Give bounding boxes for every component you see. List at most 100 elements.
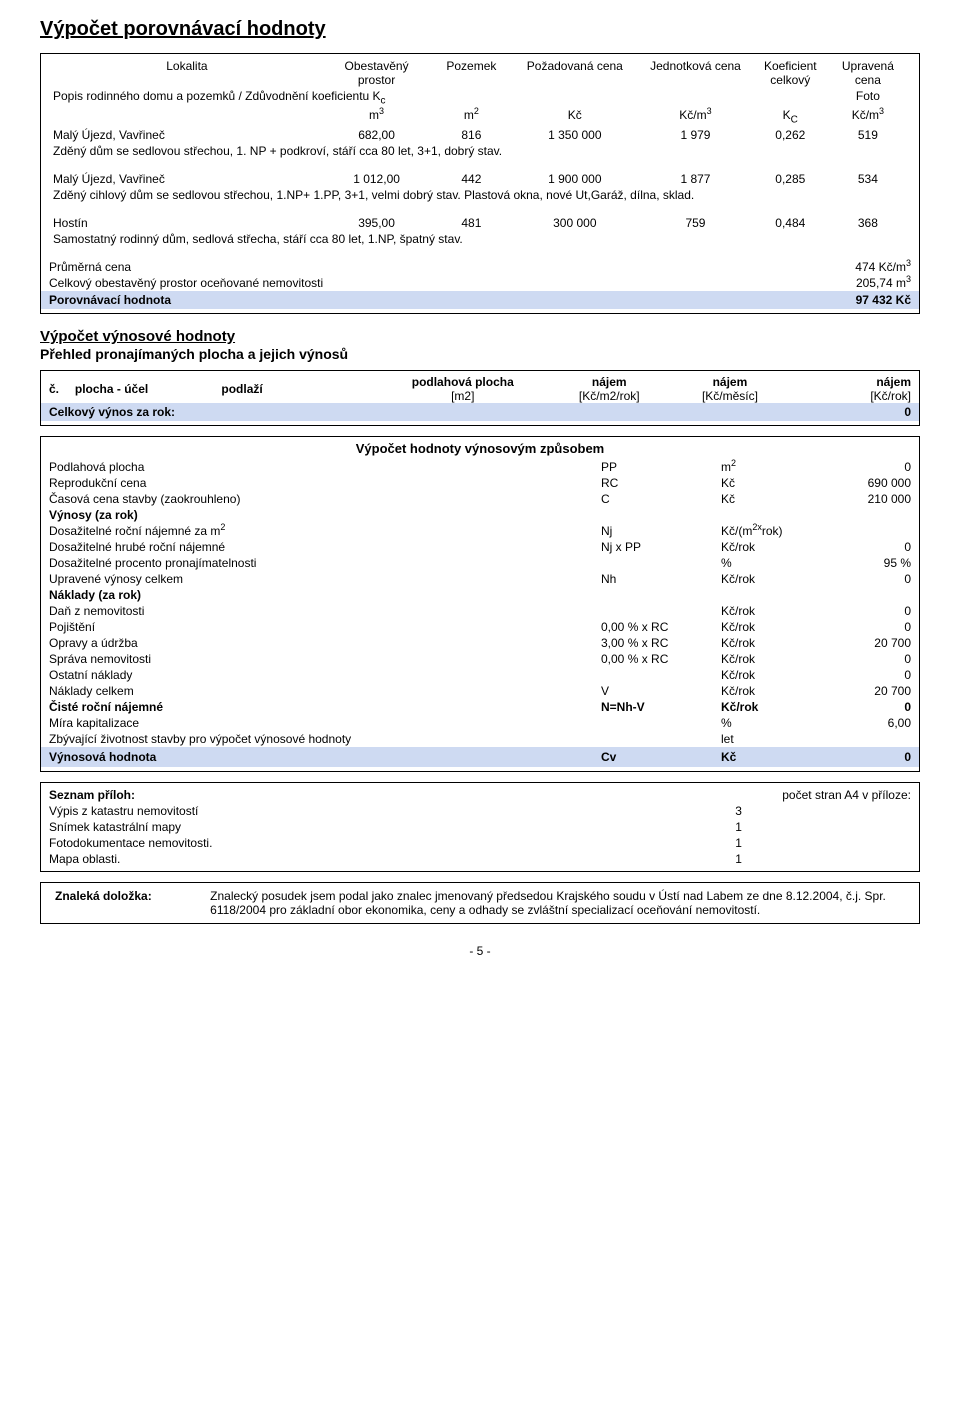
calc-label: Správa nemovitosti — [49, 652, 601, 666]
calc-symbol: Nj x PP — [601, 540, 721, 554]
attach-label: Seznam příloh: — [49, 787, 566, 803]
calc-symbol: N=Nh-V — [601, 700, 721, 714]
calc-label: Časová cena stavby (zaokrouhleno) — [49, 492, 601, 506]
attachment-pages: 3 — [566, 803, 911, 819]
calc-label: Zbývající životnost stavby pro výpočet v… — [49, 732, 601, 746]
rent-hdr-podlahova: podlahová plocha[m2] — [377, 375, 549, 403]
calc-row: Míra kapitalizace % 6,00 — [49, 715, 911, 731]
calc-unit — [721, 588, 821, 602]
calc-label: Míra kapitalizace — [49, 716, 601, 730]
calc-unit: Kč/(m2xrok) — [721, 524, 821, 538]
attachment-name: Mapa oblasti. — [49, 851, 566, 867]
calc-row: Časová cena stavby (zaokrouhleno) C Kč 2… — [49, 491, 911, 507]
calc-value — [821, 524, 911, 538]
entry-upravena: 368 — [825, 215, 911, 231]
calc-symbol — [601, 556, 721, 570]
hdr-pozemek: Pozemek — [428, 58, 514, 88]
calc-unit: Kč/rok — [721, 620, 821, 634]
attachment-row: Snímek katastrální mapy 1 — [49, 819, 911, 835]
oc-volume-row: Celkový obestavěný prostor oceňované nem… — [49, 275, 911, 291]
calc-label: Náklady (za rok) — [49, 588, 601, 602]
calc-row: Reprodukční cena RC Kč 690 000 — [49, 475, 911, 491]
entry-lokalita: Malý Újezd, Vavřineč — [49, 127, 325, 143]
entry-pozadovana: 1 900 000 — [514, 171, 635, 187]
unit-kc: Kč — [514, 107, 635, 126]
hdr-popis: Popis rodinného domu a pozemků / Zdůvodn… — [49, 88, 756, 107]
calc-value — [821, 588, 911, 602]
calc-unit: Kč — [721, 492, 821, 506]
entry-obestaveny: 682,00 — [325, 127, 428, 143]
comparison-box: Lokalita Obestavěnýprostor Pozemek Požad… — [40, 53, 920, 314]
expert-clause-box: Znaleká doložka: Znalecký posudek jsem p… — [40, 882, 920, 924]
calc-label: Čisté roční nájemné — [49, 700, 601, 714]
entry-pozadovana: 1 350 000 — [514, 127, 635, 143]
hdr-jednotkova: Jednotková cena — [635, 58, 756, 88]
calc-unit: Kč/rok — [721, 636, 821, 650]
attachment-row: Fotodokumentace nemovitosti. 1 — [49, 835, 911, 851]
calc-unit: Kč/rok — [721, 652, 821, 666]
calc-symbol: RC — [601, 476, 721, 490]
hdr-koeficient: Koeficientcelkový — [756, 58, 825, 88]
calc-label: Reprodukční cena — [49, 476, 601, 490]
calc-symbol: PP — [601, 460, 721, 474]
calc-label: Ostatní náklady — [49, 668, 601, 682]
entry-jednotkova: 759 — [635, 215, 756, 231]
calc-unit: m2 — [721, 460, 821, 474]
entry-pozemek: 481 — [428, 215, 514, 231]
calc-unit: let — [721, 732, 821, 746]
calc-row: Dosažitelné roční nájemné za m2 Nj Kč/(m… — [49, 523, 911, 539]
entry-description: Samostatný rodinný dům, sedlová střecha,… — [49, 231, 911, 247]
calc-row: Náklady celkem V Kč/rok 20 700 — [49, 683, 911, 699]
attachment-pages: 1 — [566, 835, 911, 851]
entry-jednotkova: 1 979 — [635, 127, 756, 143]
attachment-row: Mapa oblasti. 1 — [49, 851, 911, 867]
calc-row: Opravy a údržba 3,00 % x RC Kč/rok 20 70… — [49, 635, 911, 651]
calc-row: Dosažitelné hrubé roční nájemné Nj x PP … — [49, 539, 911, 555]
calc-value — [821, 732, 911, 746]
calc-unit: % — [721, 716, 821, 730]
attachments-box: Seznam příloh: počet stran A4 v příloze:… — [40, 782, 920, 872]
entry-upravena: 519 — [825, 127, 911, 143]
calc-value: 0 — [821, 652, 911, 666]
expert-text: Znalecký posudek jsem podal jako znalec … — [204, 887, 911, 919]
comparison-header-table: Lokalita Obestavěnýprostor Pozemek Požad… — [49, 58, 911, 127]
calc-symbol: 3,00 % x RC — [601, 636, 721, 650]
calc-unit: % — [721, 556, 821, 570]
calc-value: 0 — [821, 604, 911, 618]
entry-koef: 0,262 — [756, 127, 825, 143]
calc-symbol: Nj — [601, 524, 721, 538]
calc-row: Zbývající životnost stavby pro výpočet v… — [49, 731, 911, 747]
entry-upravena: 534 — [825, 171, 911, 187]
calc-row: Upravené výnosy celkem Nh Kč/rok 0 — [49, 571, 911, 587]
calc-row: Správa nemovitosti 0,00 % x RC Kč/rok 0 — [49, 651, 911, 667]
expert-label: Znaleká doložka: — [49, 887, 204, 919]
calc-label: Upravené výnosy celkem — [49, 572, 601, 586]
unit-m2: m2 — [428, 107, 514, 126]
hdr-obestaveny: Obestavěnýprostor — [325, 58, 428, 88]
calc-value: 0 — [821, 700, 911, 714]
entry-pozemek: 442 — [428, 171, 514, 187]
calc-value — [821, 508, 911, 522]
income-subtitle: Přehled pronajímaných plocha a jejich vý… — [40, 346, 920, 362]
calc-value: 20 700 — [821, 684, 911, 698]
calc-symbol — [601, 508, 721, 522]
calc-value: 0 — [821, 572, 911, 586]
calc-row: Podlahová plocha PP m2 0 — [49, 459, 911, 475]
unit-kC: KC — [756, 107, 825, 126]
calc-unit: Kč/rok — [721, 540, 821, 554]
entry-koef: 0,484 — [756, 215, 825, 231]
entry-pozadovana: 300 000 — [514, 215, 635, 231]
income-title: Výpočet výnosové hodnoty — [40, 328, 920, 345]
unit-kcm3b: Kč/m3 — [825, 107, 911, 126]
calc-unit: Kč/rok — [721, 572, 821, 586]
comparison-entry: Malý Újezd, Vavřineč 1 012,00 442 1 900 … — [49, 171, 911, 187]
hdr-upravena: Upravená cena — [825, 58, 911, 88]
income-calc-box: Výpočet hodnoty výnosovým způsobem Podla… — [40, 436, 920, 772]
avg-price-row: Průměrná cena 474 Kč/m3 — [49, 259, 911, 275]
comparison-entry: Hostín 395,00 481 300 000 759 0,484 368 — [49, 215, 911, 231]
attachment-pages: 1 — [566, 851, 911, 867]
calc-row: Daň z nemovitosti Kč/rok 0 — [49, 603, 911, 619]
rent-hdr-plocha: plocha - účel — [75, 375, 222, 403]
calc-unit: Kč/rok — [721, 700, 821, 714]
calc-value: 95 % — [821, 556, 911, 570]
